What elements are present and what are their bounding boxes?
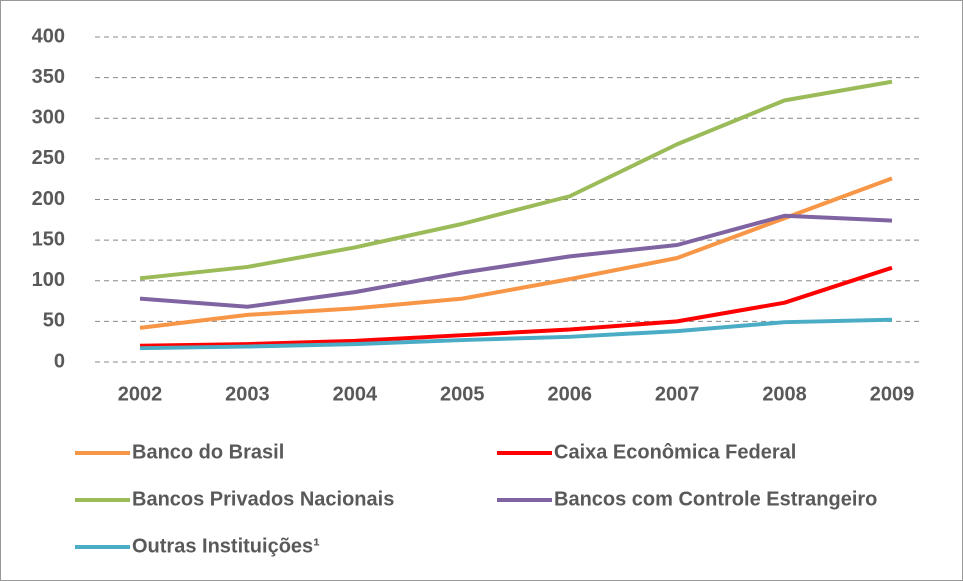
legend-label: Banco do Brasil [132, 441, 284, 463]
y-tick-label: 400 [32, 25, 65, 47]
series-line [139, 317, 893, 351]
y-tick-label: 0 [54, 350, 65, 372]
y-tick-label: 50 [43, 310, 65, 332]
x-tick-label: 2002 [118, 383, 163, 405]
x-tick-label: 2005 [440, 383, 485, 405]
legend-label: Bancos com Controle Estrangeiro [554, 488, 877, 510]
y-tick-label: 100 [32, 269, 65, 291]
legend-label: Outras Instituições¹ [132, 535, 320, 557]
y-tick-label: 250 [32, 147, 65, 169]
series-line [139, 265, 893, 348]
legend-label: Bancos Privados Nacionais [132, 488, 394, 510]
x-tick-label: 2008 [762, 383, 807, 405]
x-tick-label: 2009 [870, 383, 915, 405]
series-line [139, 213, 893, 309]
series-line [139, 79, 893, 281]
y-tick-label: 350 [32, 66, 65, 88]
x-tick-label: 2004 [333, 383, 378, 405]
y-tick-label: 300 [32, 107, 65, 129]
x-tick-label: 2006 [547, 383, 592, 405]
y-tick-label: 200 [32, 188, 65, 210]
series-line [139, 176, 893, 330]
x-tick-label: 2003 [225, 383, 270, 405]
y-tick-label: 150 [32, 228, 65, 250]
legend-label: Caixa Econômica Federal [554, 441, 796, 463]
x-tick-label: 2007 [655, 383, 700, 405]
